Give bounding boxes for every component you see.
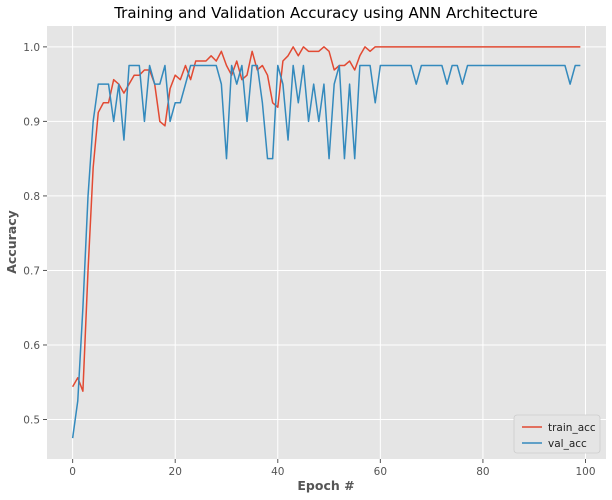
x-tick-label: 0 [69,466,76,478]
x-tick-label: 40 [271,466,284,478]
chart-title: Training and Validation Accuracy using A… [113,4,538,22]
x-tick-label: 60 [374,466,387,478]
y-axis-label: Accuracy [4,210,19,274]
y-axis-ticks: 0.5 0.6 0.7 0.8 0.9 1.0 [23,42,47,427]
y-tick-label: 0.5 [23,415,40,427]
y-tick-label: 1.0 [23,42,40,54]
grid-lines [47,26,606,459]
series-layer [71,46,581,439]
x-tick-label: 80 [476,466,489,478]
y-tick-label: 0.7 [23,265,40,277]
y-tick-label: 0.6 [23,340,40,352]
y-tick-label: 0.8 [23,191,40,203]
legend-label-val_acc: val_acc [548,438,587,450]
series-line-val_acc [71,64,581,439]
x-axis-ticks: 0 20 40 60 80 100 [69,459,596,478]
y-tick-label: 0.9 [23,116,40,128]
series-line-train_acc [71,46,581,392]
x-axis-label: Epoch # [297,478,354,493]
legend: train_acc val_acc [513,414,601,454]
x-tick-label: 20 [169,466,182,478]
x-tick-label: 100 [575,466,595,478]
legend-label-train_acc: train_acc [548,422,596,434]
plot-area [47,26,606,459]
